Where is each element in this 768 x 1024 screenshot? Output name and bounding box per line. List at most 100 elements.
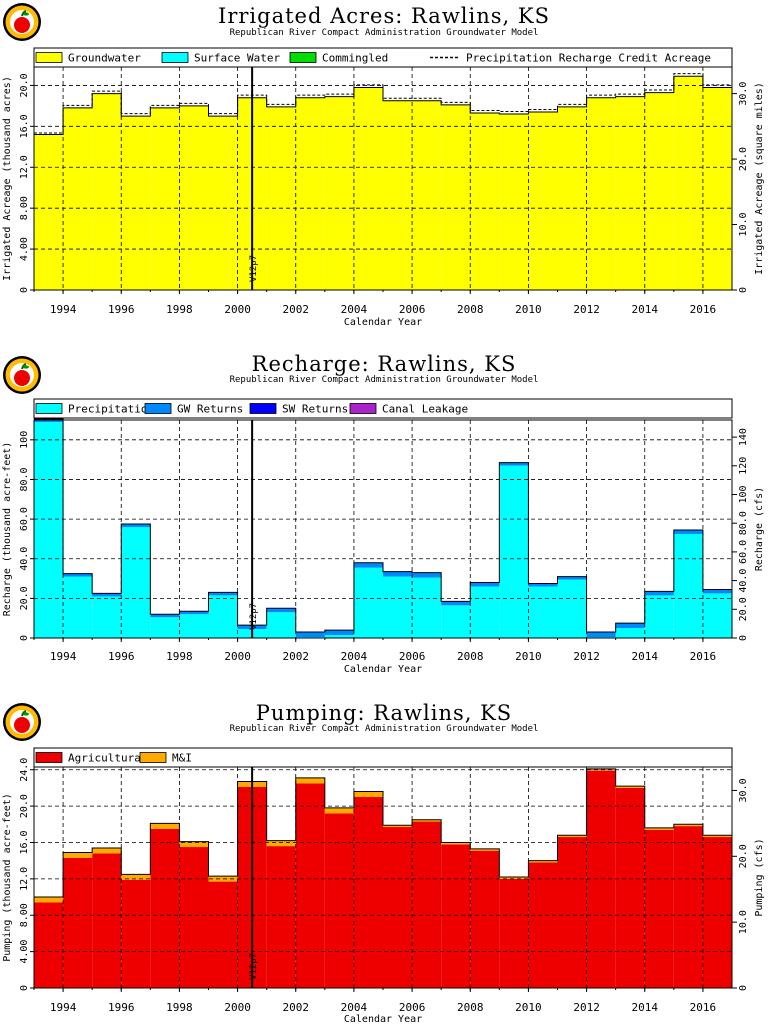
apple-logo-icon xyxy=(3,356,41,394)
right-y-tick-label: 140 xyxy=(738,428,749,446)
bar-agricultural xyxy=(179,847,209,988)
right-y-axis-label: Irrigated Acreage (square miles) xyxy=(754,82,765,275)
right-y-tick-label: 0 xyxy=(738,985,749,991)
y-tick-label: 12.0 xyxy=(19,867,30,891)
right-y-tick-label: 30.0 xyxy=(738,82,749,106)
bar-gw-returns xyxy=(528,583,558,587)
x-tick-label: 2010 xyxy=(515,1001,542,1014)
bar-m-i xyxy=(92,847,122,854)
bar-gw-returns xyxy=(586,632,616,638)
bar-gw-returns xyxy=(121,524,151,528)
x-axis-label: Calendar Year xyxy=(344,317,422,328)
bar-m-i xyxy=(34,897,64,903)
x-tick-label: 2010 xyxy=(515,650,542,663)
x-tick-label: 2016 xyxy=(690,650,717,663)
x-tick-label: 2014 xyxy=(632,1001,659,1014)
right-y-tick-label: 0 xyxy=(738,287,749,293)
x-tick-label: 2000 xyxy=(224,1001,251,1014)
bar-precipitation xyxy=(470,586,500,638)
pumping-plot: Agricultural M&I 0 4.00 8.00 12.0 16.0 20.0 24.0… xyxy=(2,747,765,1024)
bar-agricultural xyxy=(121,879,151,988)
legend-label: SW Returns xyxy=(282,403,348,416)
chart-panel-recharge: Recharge: Rawlins, KS Republican River C… xyxy=(0,347,768,687)
bar-precipitation xyxy=(121,527,151,638)
bar-m-i xyxy=(470,848,500,851)
x-tick-label: 2016 xyxy=(690,303,717,316)
right-y-tick-label: 30.0 xyxy=(738,778,749,802)
bar-precipitation xyxy=(92,596,122,638)
bar-agricultural xyxy=(92,853,122,988)
bar-precipitation xyxy=(179,614,209,638)
bar-precipitation xyxy=(702,593,732,638)
y-tick-label: 100 xyxy=(19,431,30,449)
x-tick-label: 1998 xyxy=(166,303,193,316)
x-tick-label: 2006 xyxy=(399,650,426,663)
x-tick-label: 1996 xyxy=(108,1001,135,1014)
chart-panel-irrigated-acres: Irrigated Acres: Rawlins, KS Republican … xyxy=(0,0,768,340)
legend-swatch xyxy=(289,52,317,63)
x-tick-label: 2012 xyxy=(573,1001,600,1014)
legend-swatch xyxy=(35,52,63,63)
apple-logo-icon xyxy=(3,703,41,741)
bar-groundwater xyxy=(412,100,442,290)
bar-groundwater xyxy=(266,106,296,290)
bar-agricultural xyxy=(557,837,587,988)
bar-precipitation xyxy=(673,533,703,638)
bar-groundwater xyxy=(470,113,500,291)
legend-swatch xyxy=(35,752,63,763)
bar-gw-returns xyxy=(295,632,325,638)
bar-groundwater xyxy=(528,112,558,290)
bar-groundwater xyxy=(121,116,151,290)
bar-gw-returns xyxy=(441,601,471,606)
bar-agricultural xyxy=(295,783,325,988)
right-y-tick-label: 100 xyxy=(738,485,749,503)
legend-label: Groundwater xyxy=(68,52,141,65)
bar-top-outline xyxy=(34,75,732,136)
x-tick-label: 2010 xyxy=(515,303,542,316)
bar-agricultural xyxy=(383,827,413,988)
right-y-tick-label: 20.0 xyxy=(738,597,749,621)
chart-panel-pumping: Pumping: Rawlins, KS Republican River Co… xyxy=(0,696,768,1024)
right-y-tick-label: 20.0 xyxy=(738,844,749,868)
bar-m-i xyxy=(179,841,209,848)
bar-m-i xyxy=(673,824,703,827)
x-tick-label: 1994 xyxy=(50,650,77,663)
bar-m-i xyxy=(63,852,93,858)
bar-precipitation xyxy=(34,421,64,638)
bar-agricultural xyxy=(150,828,180,988)
bar-precipitation xyxy=(644,595,674,638)
x-tick-label: 2016 xyxy=(690,1001,717,1014)
bar-m-i xyxy=(353,791,383,798)
bar-gw-returns xyxy=(615,623,645,629)
bar-m-i xyxy=(499,877,529,879)
legend-label: Precipitation xyxy=(68,403,154,416)
bar-agricultural xyxy=(499,878,529,988)
bar-gw-returns xyxy=(353,562,383,568)
y-tick-label: 60.0 xyxy=(19,507,30,531)
irrigated-acres-plot: Groundwater Surface Water Commingled Precip… xyxy=(2,47,765,328)
right-y-tick-label: 80.0 xyxy=(738,511,749,535)
x-tick-label: 2004 xyxy=(341,1001,368,1014)
x-tick-label: 2006 xyxy=(399,303,426,316)
bar-agricultural xyxy=(324,813,354,988)
right-y-tick-label: 120 xyxy=(738,457,749,475)
bar-groundwater xyxy=(644,92,674,290)
bar-m-i xyxy=(266,840,296,847)
chart-subtitle: Republican River Compact Administration … xyxy=(229,724,539,734)
x-tick-label: 2002 xyxy=(283,1001,310,1014)
y-tick-label: 12.0 xyxy=(19,155,30,179)
x-tick-label: 2014 xyxy=(632,303,659,316)
y-tick-label: 16.0 xyxy=(19,830,30,854)
x-tick-label: 2014 xyxy=(632,650,659,663)
legend-box xyxy=(33,398,733,419)
bar-gw-returns xyxy=(324,630,354,636)
bar-agricultural xyxy=(615,787,645,988)
bar-groundwater xyxy=(179,105,209,291)
chart-subtitle: Republican River Compact Administration … xyxy=(229,375,539,385)
bar-agricultural xyxy=(673,826,703,988)
bar-agricultural xyxy=(412,821,442,988)
chart-title: Recharge: Rawlins, KS xyxy=(251,352,517,376)
y-tick-label: 0 xyxy=(19,985,30,991)
bar-gw-returns xyxy=(557,576,587,580)
bar-m-i xyxy=(150,823,180,829)
